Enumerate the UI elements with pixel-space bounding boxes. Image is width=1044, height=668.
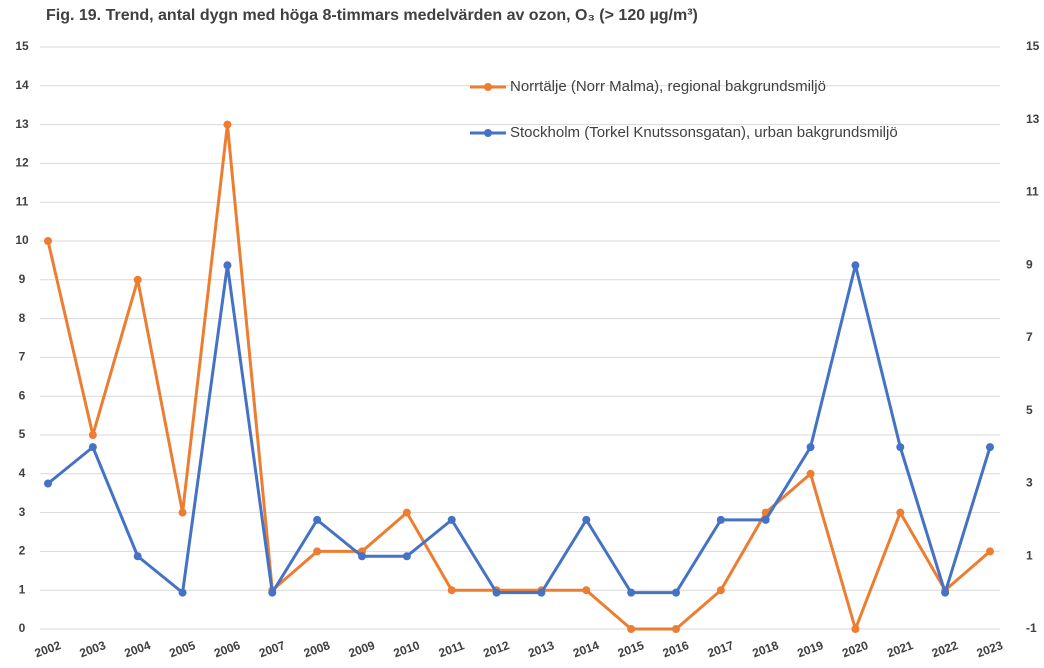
point	[761, 515, 770, 524]
x-tick-label: 2012	[481, 638, 511, 660]
x-tick-label: 2009	[347, 638, 377, 660]
y-tick-label: 12	[15, 156, 29, 170]
x-tick-label: 2023	[975, 638, 1005, 660]
y-tick-label: 8	[19, 311, 26, 325]
x-tick-label: 2004	[122, 638, 152, 660]
point	[44, 237, 52, 245]
x-tick-label: 2006	[212, 638, 242, 660]
y-tick-label: 9	[19, 272, 26, 286]
y2-tick-label: 3	[1026, 476, 1033, 490]
y-tick-label: 4	[19, 466, 26, 480]
point	[672, 625, 680, 633]
x-tick-label: 2017	[706, 638, 736, 660]
point	[268, 588, 277, 597]
point	[44, 479, 52, 488]
y-tick-label: 3	[19, 505, 26, 519]
chart-title: Fig. 19. Trend, antal dygn med höga 8-ti…	[46, 7, 698, 24]
point	[402, 508, 411, 517]
y2-tick-label: 9	[1026, 257, 1033, 271]
y-tick-label: 15	[15, 39, 29, 53]
point	[851, 261, 860, 270]
x-tick-label: 2016	[661, 638, 691, 660]
x-tick-label: 2003	[78, 638, 108, 660]
y-tick-label: 13	[15, 117, 29, 131]
point	[806, 469, 815, 478]
point	[582, 586, 591, 595]
point	[806, 443, 815, 452]
point	[88, 443, 97, 452]
point	[896, 443, 905, 452]
x-tick-label: 2008	[302, 638, 332, 660]
point	[223, 261, 232, 270]
y2-tick-label: 5	[1026, 403, 1033, 417]
legend-marker	[484, 83, 492, 91]
x-tick-label: 2013	[526, 638, 556, 660]
x-tick-label: 2007	[257, 638, 287, 660]
y2-tick-label: -1	[1026, 621, 1037, 635]
x-tick-label: 2010	[392, 638, 422, 660]
point	[941, 588, 950, 597]
y-tick-label: 5	[19, 427, 26, 441]
point	[716, 586, 725, 595]
x-tick-label: 2020	[840, 638, 870, 660]
legend-label: Norrtälje (Norr Malma), regional bakgrun…	[510, 78, 826, 95]
point	[492, 588, 501, 597]
x-tick-label: 2011	[437, 638, 467, 660]
point	[178, 508, 187, 517]
point	[133, 275, 142, 284]
point	[672, 588, 680, 597]
series-line	[47, 263, 992, 595]
point	[313, 515, 322, 524]
point	[716, 515, 725, 524]
y-tick-label: 7	[19, 350, 26, 364]
y-tick-label: 14	[15, 78, 29, 92]
y2-tick-label: 7	[1026, 330, 1033, 344]
x-tick-label: 2014	[571, 638, 601, 660]
series-line	[46, 123, 991, 631]
point	[447, 515, 456, 524]
point	[896, 508, 905, 517]
y-tick-label: 0	[19, 621, 26, 635]
point	[402, 552, 411, 561]
point	[627, 588, 636, 597]
point	[986, 547, 994, 556]
point	[313, 547, 322, 556]
x-tick-label: 2015	[616, 638, 646, 660]
y-tick-label: 2	[19, 544, 26, 558]
y-tick-label: 6	[19, 388, 26, 402]
y2-tick-label: 1	[1026, 548, 1033, 562]
point	[178, 588, 187, 597]
legend-marker	[484, 129, 492, 137]
x-tick-label: 2002	[33, 638, 63, 660]
point	[88, 431, 97, 439]
y-tick-label: 11	[16, 194, 29, 208]
x-tick-label: 2018	[750, 638, 780, 660]
point	[358, 552, 366, 561]
point	[851, 625, 860, 633]
x-tick-label: 2019	[795, 638, 825, 660]
point	[133, 552, 142, 561]
point	[537, 588, 546, 597]
y2-tick-label: 13	[1026, 112, 1040, 126]
y-tick-label: 10	[15, 233, 29, 247]
point	[627, 625, 636, 633]
y2-tick-label: 11	[1026, 185, 1039, 199]
y2-tick-label: 15	[1026, 39, 1040, 53]
x-tick-label: 2022	[930, 638, 960, 660]
x-tick-label: 2021	[885, 638, 915, 660]
point	[986, 443, 994, 452]
x-tick-label: 2005	[167, 638, 197, 660]
y-tick-label: 1	[19, 582, 26, 596]
point	[447, 586, 456, 595]
point	[582, 515, 591, 524]
legend-label: Stockholm (Torkel Knutssonsgatan), urban…	[510, 124, 898, 141]
point	[223, 120, 232, 129]
